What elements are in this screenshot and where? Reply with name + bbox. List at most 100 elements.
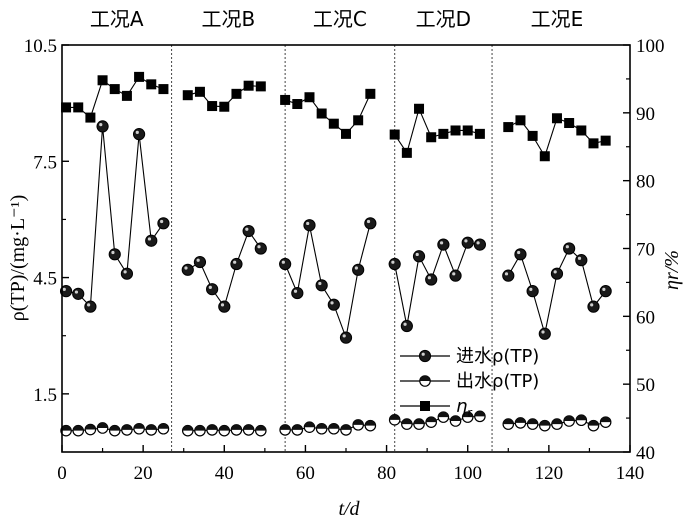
y-right-tick-label: 80 [636,172,655,193]
data-point [551,418,563,430]
marker-highlight [517,250,521,255]
marker-body [254,242,267,255]
marker-fill [413,418,425,425]
data-point [340,424,352,436]
y-right-tick-label: 50 [636,375,655,396]
series-layer [59,71,612,437]
data-point [514,417,527,429]
data-point [527,130,538,141]
marker-body [315,279,328,292]
data-point [599,285,612,298]
data-point [85,112,96,123]
y-right-tick-label: 40 [636,443,655,464]
legend-marker [418,349,432,363]
marker-highlight [354,266,358,270]
marker-highlight [62,287,66,291]
condition-label: 工况C [313,7,367,31]
marker-fill [576,415,587,421]
marker-body [418,349,432,363]
data-point [503,122,514,133]
data-point [515,115,526,126]
data-point [242,224,255,238]
marker-body [279,257,292,271]
data-point [341,128,351,139]
marker-body [400,319,413,333]
data-point [194,86,205,97]
marker-body [181,263,194,276]
data-point [587,300,600,313]
marker-highlight [123,270,127,274]
legend-label: ηr [456,396,472,420]
marker-fill [316,423,327,429]
marker-highlight [342,334,346,338]
marker-highlight [577,256,582,260]
marker-highlight [366,219,371,224]
data-point [426,132,437,143]
data-point [72,287,85,300]
marker-fill [243,424,254,430]
marker-fill [515,417,526,423]
data-point [97,75,108,86]
data-point [526,418,539,430]
data-point [157,422,170,435]
x-tick-label: 60 [296,463,315,484]
series-2 [60,410,612,437]
marker-body [364,217,377,230]
data-point [437,411,450,423]
marker-fill [292,424,303,430]
marker-fill [146,424,157,430]
y-axis-left: 1.5 4.5 7.5 10.5 [24,36,69,406]
data-point [109,84,120,95]
data-point [551,113,562,124]
data-point [231,88,242,99]
marker-fill [133,423,145,429]
marker-fill [60,425,72,431]
marker-highlight [421,352,425,356]
data-point [255,81,266,92]
y-axis-right: 40 50 60 70 80 90 100 [623,36,665,464]
data-point [462,125,473,136]
marker-fill [328,423,340,429]
data-point [181,263,194,276]
marker-highlight [281,260,285,264]
data-point [60,424,72,437]
data-point [134,71,145,82]
legend-label: 进水ρ(TP) [456,346,539,367]
marker-highlight [504,272,509,276]
data-point [158,84,169,95]
marker-highlight [415,252,419,257]
series-line [65,126,164,308]
data-point [413,418,425,430]
marker-fill [503,418,514,425]
marker-highlight [318,281,322,286]
marker-highlight [147,237,152,241]
data-point [352,263,365,276]
marker-highlight [306,221,310,226]
marker-highlight [553,270,557,274]
marker-body [502,269,515,282]
marker-fill [279,424,291,430]
data-point [291,286,304,300]
legend-label: 出水ρ(TP) [456,371,539,392]
data-point [600,135,611,146]
data-point [364,419,377,432]
marker-body [230,257,243,271]
marker-fill [474,411,486,417]
data-point [206,283,219,296]
data-point [193,255,207,269]
marker-body [218,300,231,313]
data-point [219,101,230,112]
data-point [291,424,304,436]
data-point [526,285,539,298]
marker-fill [304,421,315,428]
data-point [437,238,450,251]
marker-highlight [427,276,431,280]
data-point [564,118,575,129]
data-point [538,327,551,340]
data-point [425,416,437,428]
marker-highlight [74,290,79,294]
marker-body [388,257,401,271]
marker-fill [255,425,266,431]
marker-highlight [476,241,480,245]
data-point [502,269,515,282]
